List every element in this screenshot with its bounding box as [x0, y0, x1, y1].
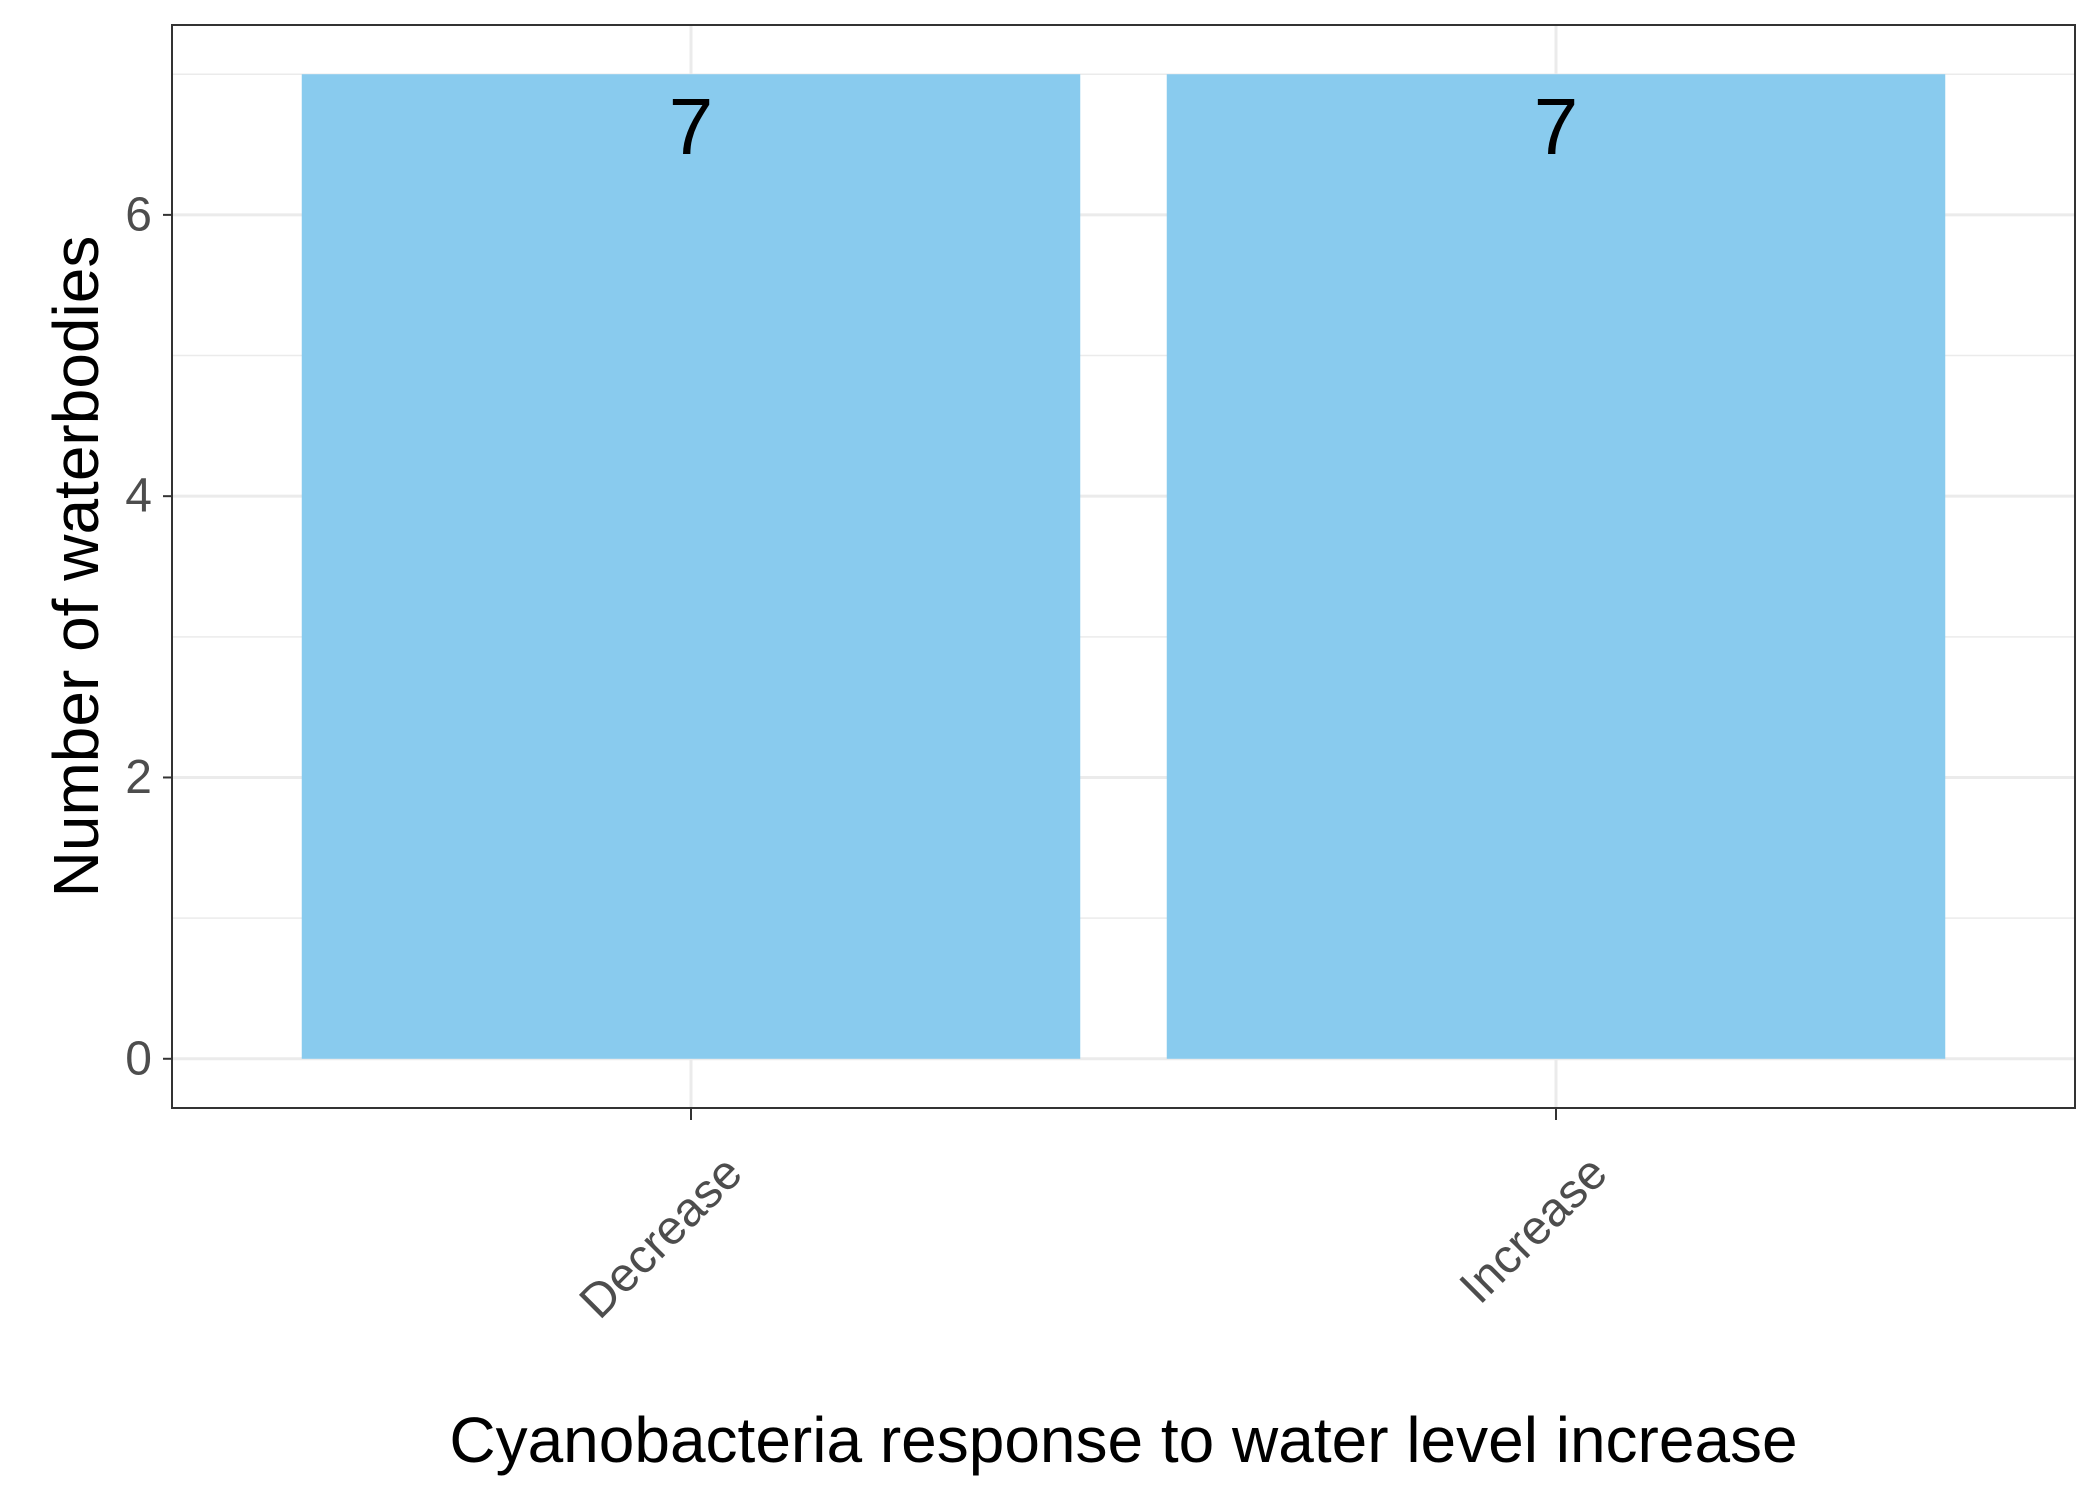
bar-increase	[1166, 74, 1946, 1059]
x-axis-title: Cyanobacteria response to water level in…	[449, 1404, 1797, 1476]
bar-decrease	[301, 74, 1081, 1059]
y-tick-label: 2	[125, 751, 152, 804]
bars	[301, 74, 1946, 1059]
y-tick-label: 0	[125, 1032, 152, 1085]
y-tick-label: 6	[125, 188, 152, 241]
plot-panel-border	[171, 24, 2076, 1109]
bar-value-label: 7	[669, 82, 714, 171]
y-tick-label: 4	[125, 470, 152, 523]
y-axis-title: Number of waterbodies	[40, 236, 112, 898]
bar-value-label: 7	[1534, 82, 1579, 171]
